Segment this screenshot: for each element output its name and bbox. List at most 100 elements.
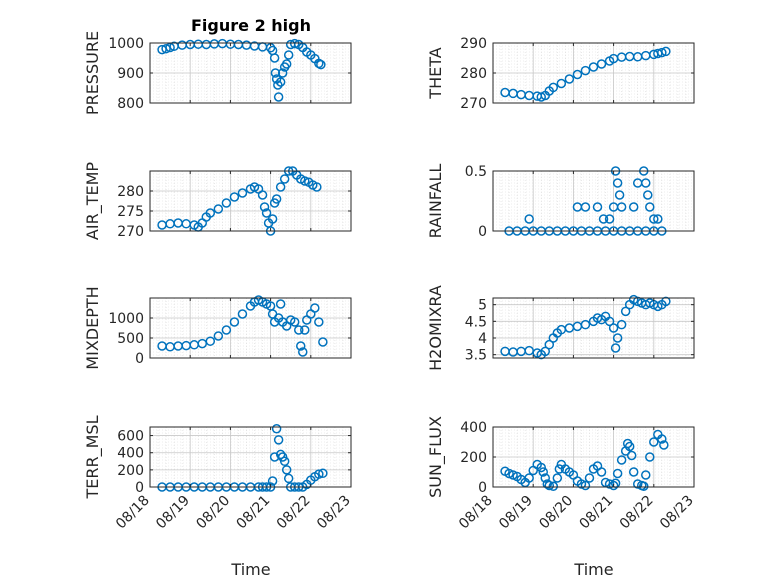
y-axis-label: PRESSURE <box>83 31 102 115</box>
data-point <box>300 176 310 186</box>
x-tick-label: 08/20 <box>536 493 576 533</box>
y-tick-label: 900 <box>117 66 144 82</box>
data-point <box>221 325 232 335</box>
x-tick-label: 08/19 <box>153 493 193 533</box>
subplot-grid: 800 900 1000 PRESSURE 270 280 290 THETA 270 275 28… <box>83 31 697 532</box>
data-point <box>524 473 534 483</box>
data-point <box>213 331 224 341</box>
data-point <box>298 347 308 357</box>
data-point <box>205 208 216 218</box>
data-point <box>318 468 328 479</box>
data-point <box>612 178 623 188</box>
y-tick-label: 290 <box>460 36 487 52</box>
data-point <box>612 468 623 479</box>
figure-title: Figure 2 high <box>191 16 311 35</box>
data-point <box>314 317 324 327</box>
data-point <box>548 82 559 93</box>
y-tick-label: 0 <box>478 480 487 496</box>
x-tick-label: 08/18 <box>456 493 496 533</box>
data-point <box>649 437 659 447</box>
data-point <box>641 178 651 188</box>
data-point <box>257 190 268 200</box>
y-tick-label: 200 <box>460 450 487 466</box>
data-point <box>572 69 583 80</box>
data-point <box>281 59 292 69</box>
data-point <box>312 182 322 192</box>
y-axis-label: MIXDEPTH <box>83 286 102 369</box>
y-axis-label: TERR_MSL <box>83 415 103 499</box>
data-point <box>279 456 290 467</box>
data-point <box>596 59 607 69</box>
data-point <box>542 479 553 489</box>
y-tick-label: 0.5 <box>465 164 487 180</box>
data-point <box>281 465 292 475</box>
data-point <box>552 473 563 483</box>
subplot-2: 270 280 290 THETA <box>426 36 695 112</box>
y-tick-label: 1000 <box>108 311 144 327</box>
data-point <box>318 337 328 347</box>
data-point <box>639 481 649 491</box>
data-point <box>628 202 639 212</box>
x-tick-label: 08/23 <box>314 493 354 533</box>
data-point <box>548 481 559 491</box>
y-tick-label: 400 <box>117 446 144 462</box>
axes-box <box>149 426 352 488</box>
x-axis-label-right: Time <box>573 560 613 579</box>
data-point <box>544 339 555 350</box>
data-point <box>293 325 304 335</box>
data-point <box>289 38 300 49</box>
data-point <box>213 204 224 214</box>
data-point <box>653 214 663 224</box>
data-point <box>275 77 286 87</box>
subplot-1: 800 900 1000 PRESSURE <box>83 31 352 115</box>
x-tick-label: 08/22 <box>617 493 657 533</box>
data-point <box>540 473 551 483</box>
y-tick-label: 275 <box>117 204 144 220</box>
data-point <box>229 192 240 202</box>
data-point <box>275 182 286 192</box>
data-point <box>544 480 555 491</box>
data-point <box>580 480 591 491</box>
y-tick-label: 0 <box>135 351 144 367</box>
data-point <box>608 323 619 333</box>
data-point <box>277 68 288 78</box>
data-point <box>624 441 635 452</box>
data-point <box>584 473 595 483</box>
y-tick-label: 0 <box>135 480 144 496</box>
data-point <box>564 74 575 84</box>
data-point <box>596 467 607 477</box>
data-point <box>229 317 240 327</box>
data-point <box>296 341 306 351</box>
y-axis-label: SUN_FLUX <box>426 416 446 498</box>
data-point <box>588 62 599 72</box>
data-point <box>604 316 615 327</box>
x-tick-label: 08/19 <box>496 493 536 533</box>
data-point <box>273 92 284 102</box>
data-point <box>289 317 300 327</box>
data-point <box>657 434 667 444</box>
x-tick-label: 08/18 <box>113 493 153 533</box>
data-point <box>616 455 627 465</box>
data-point <box>271 194 282 204</box>
y-tick-label: 270 <box>117 224 144 240</box>
data-point <box>616 202 627 212</box>
y-tick-label: 270 <box>460 96 487 112</box>
data-point <box>604 214 615 224</box>
x-tick-label: 08/23 <box>657 493 697 533</box>
data-point <box>580 319 591 330</box>
data-point <box>641 470 651 480</box>
data-point <box>261 208 272 218</box>
y-tick-label: 5 <box>478 298 487 314</box>
data-point <box>524 214 534 224</box>
data-point <box>643 190 653 200</box>
data-point <box>649 214 659 224</box>
data-point <box>610 343 621 353</box>
data-point <box>259 202 270 212</box>
data-point <box>271 423 282 434</box>
data-point <box>554 464 565 474</box>
y-tick-label: 200 <box>117 463 144 479</box>
y-axis-label: H2OMIXRA <box>426 285 445 371</box>
y-tick-label: 4.5 <box>465 314 487 330</box>
